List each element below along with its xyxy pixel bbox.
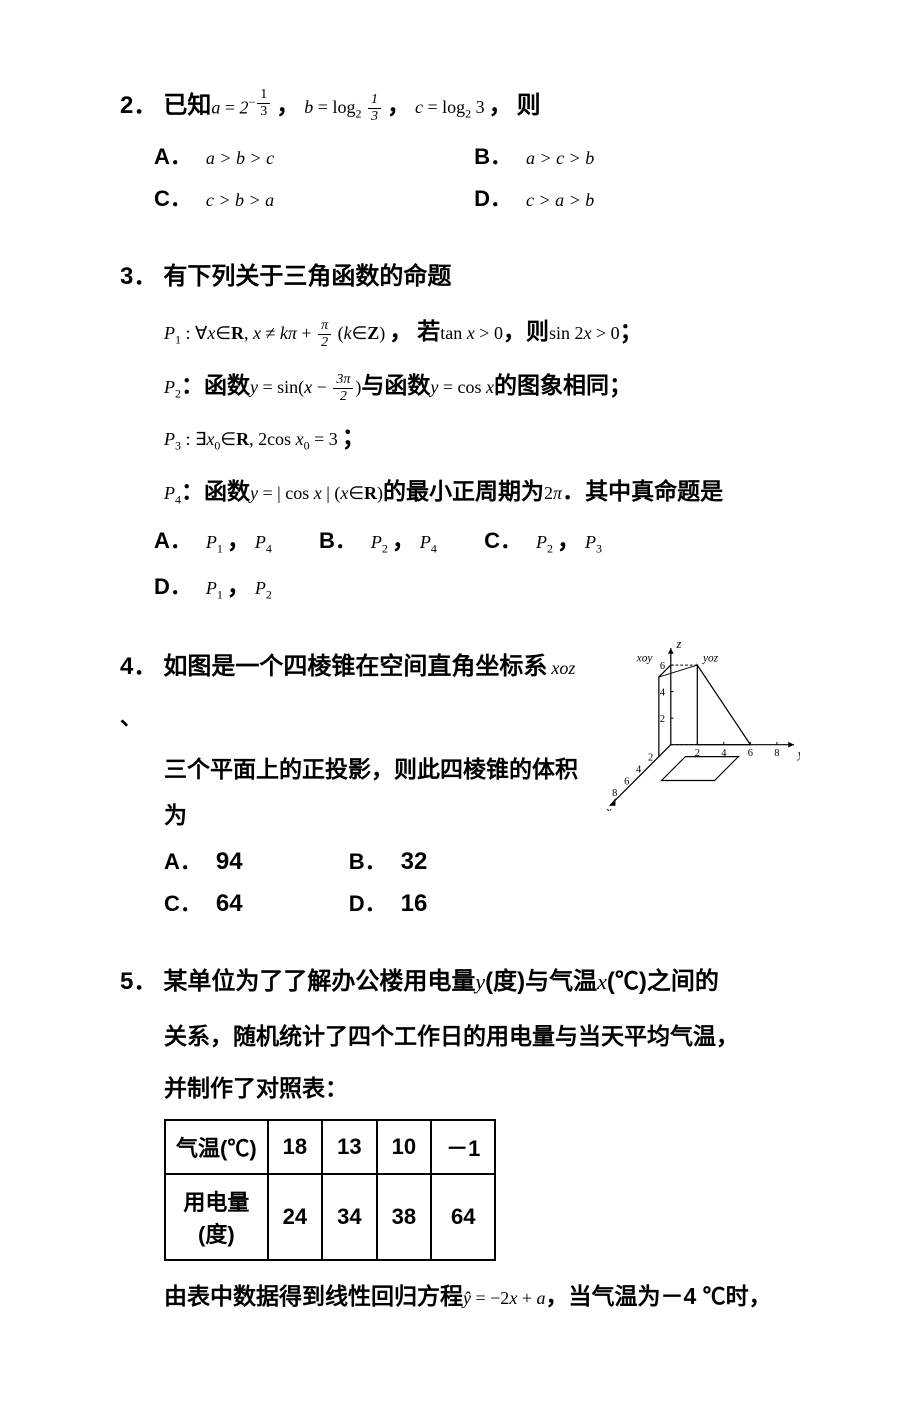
- option-a: A．94: [164, 844, 339, 876]
- svg-text:8: 8: [612, 788, 617, 799]
- options: A． P1， P4 B． P2， P4 C． P2， P3 D． P1， P2: [154, 520, 800, 613]
- expr-c: c = log2 3: [415, 88, 485, 128]
- svg-text:6: 6: [748, 748, 753, 759]
- svg-text:2: 2: [695, 748, 700, 759]
- comma: ，: [387, 80, 411, 133]
- option-d: D．16: [349, 886, 524, 918]
- option-b-expr: a > c > b: [526, 148, 594, 169]
- question-4: 4． 如图是一个四棱锥在空间直角坐标系 xoz 、 三个平面上的正投影，则此四棱…: [120, 641, 800, 928]
- proposition-p3: P3 : ∃x0∈R, 2cos x0 = 3 ；: [164, 414, 800, 462]
- svg-text:x: x: [605, 804, 612, 811]
- svg-text:z: z: [675, 637, 681, 651]
- question-number: 4．: [120, 641, 157, 694]
- question-prefix: 已知: [163, 80, 211, 133]
- comma: ，: [489, 80, 513, 133]
- proposition-p4: P4 ：函数 y = | cos x | (x∈R) 的最小正周期为 2π ．其…: [164, 468, 800, 514]
- option-c: C． P2， P3: [484, 520, 639, 557]
- svg-text:6: 6: [660, 661, 665, 672]
- option-b: B．32: [349, 844, 524, 876]
- option-d-expr: c > a > b: [526, 190, 594, 211]
- option-c: C．64: [164, 886, 339, 918]
- question-suffix: 则: [517, 80, 541, 133]
- question-3: 3． 有下列关于三角函数的命题 P1 : ∀x∈R, x ≠ kπ + π2 (…: [120, 251, 800, 613]
- comma: ，: [276, 80, 300, 133]
- tail-line: 由表中数据得到线性回归方程 ŷ = −2x + a ，当气温为－4 ℃时，: [164, 1273, 800, 1319]
- option-b: B． a > c > b: [474, 139, 784, 171]
- option-a: A． a > b > c: [154, 139, 464, 171]
- expr-a: a = 2−13: [211, 88, 272, 128]
- proposition-p2: P2 ：函数 y = sin(x − 3π2) 与函数 y = cos x 的图…: [164, 362, 800, 408]
- line-2: 三个平面上的正投影，则此四棱锥的体积为: [164, 746, 580, 838]
- question-2: 2． 已知 a = 2−13 ， b = log2 13 ， c = log2 …: [120, 80, 800, 223]
- question-number: 3．: [120, 251, 157, 304]
- svg-text:4: 4: [660, 687, 666, 698]
- svg-text:y: y: [796, 747, 800, 761]
- svg-text:6: 6: [624, 776, 629, 787]
- svg-text:2: 2: [648, 752, 653, 763]
- svg-text:8: 8: [774, 748, 779, 759]
- options: A． a > b > c B． a > c > b C． c > b > a D…: [154, 139, 800, 223]
- option-d: D． P1， P2: [154, 566, 790, 603]
- option-c: C． c > b > a: [154, 181, 464, 213]
- option-a-expr: a > b > c: [206, 148, 274, 169]
- svg-text:4: 4: [721, 748, 727, 759]
- option-d: D． c > a > b: [474, 181, 784, 213]
- option-c-expr: c > b > a: [206, 190, 274, 211]
- question-number: 2．: [120, 80, 157, 133]
- expr-b: b = log2 13: [304, 88, 383, 128]
- orthographic-figure: 24682462468yzxxoyyoz: [570, 631, 800, 816]
- svg-text:yoz: yoz: [702, 652, 719, 664]
- data-table: 气温(℃)181310－1用电量(度)24343864: [164, 1119, 800, 1261]
- proposition-p1: P1 : ∀x∈R, x ≠ kπ + π2 (k∈Z) ， 若 tan x >…: [164, 308, 800, 356]
- question-number: 5．: [120, 956, 157, 1009]
- svg-text:2: 2: [660, 714, 665, 725]
- question-title: 有下列关于三角函数的命题: [163, 251, 451, 304]
- svg-text:xoy: xoy: [636, 652, 654, 664]
- option-b: B． P2， P4: [319, 520, 474, 557]
- question-5: 5． 某单位为了了解办公楼用电量 y (度)与气温 x (℃)之间的 关系，随机…: [120, 956, 800, 1319]
- option-a: A． P1， P4: [154, 520, 309, 557]
